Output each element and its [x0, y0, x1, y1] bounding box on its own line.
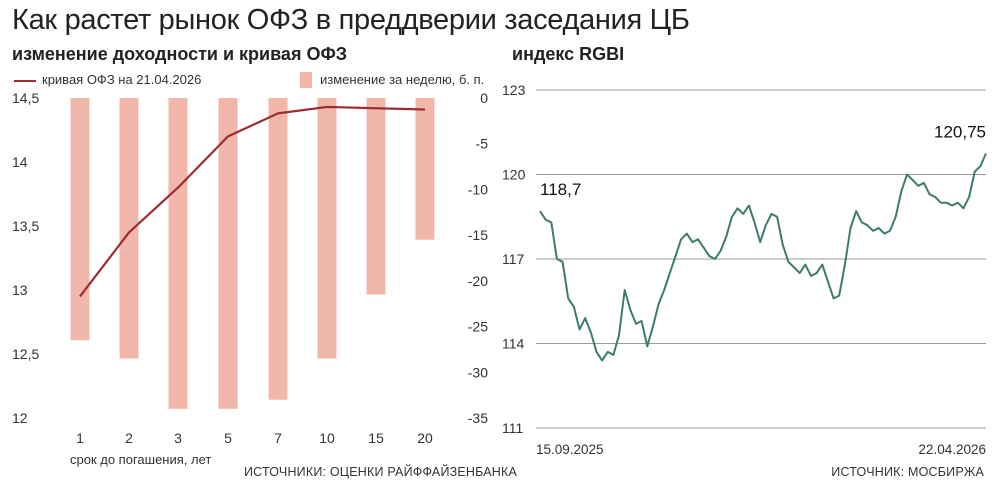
weekly-change-bar	[416, 98, 435, 240]
x-start-label: 15.09.2025	[536, 442, 604, 457]
y-left-tick-label: 12	[12, 410, 28, 426]
y-right-tick-label: -30	[468, 364, 488, 380]
weekly-change-bar	[367, 98, 386, 295]
y-left-tick-label: 13	[12, 282, 28, 298]
y-right-tick-label: -10	[468, 181, 488, 197]
y-tick-label: 114	[502, 336, 525, 352]
weekly-change-bar	[120, 98, 139, 359]
rgbi-chart: 111 114 117 120 123 118,7 120,75 15.09.2025 22.0…	[500, 0, 1000, 486]
y-tick-label: 123	[502, 82, 526, 98]
y-tick-label: 111	[502, 420, 523, 436]
y-right-tick-label: -5	[476, 136, 489, 152]
y-right-tick-label: -15	[468, 227, 488, 243]
y-left-tick-label: 13,5	[12, 218, 39, 234]
y-left-tick-label: 14	[12, 154, 28, 170]
y-right-tick-label: -20	[468, 273, 488, 289]
y-right-tick-label: -25	[468, 319, 488, 335]
x-tick-label: 15	[368, 430, 384, 446]
right-source: ИСТОЧНИК: МОСБИРЖА	[831, 465, 984, 479]
x-axis-title: срок до погашения, лет	[70, 452, 211, 467]
left-source: ИСТОЧНИКИ: ОЦЕНКИ РАЙФФАЙЗЕНБАНКА	[244, 465, 517, 479]
y-tick-label: 120	[502, 167, 526, 183]
weekly-change-bar	[169, 98, 188, 409]
y-left-tick-label: 14,5	[12, 90, 39, 106]
x-end-label: 22.04.2026	[918, 442, 986, 457]
end-value-label: 120,75	[934, 122, 986, 141]
x-tick-label: 1	[76, 430, 84, 446]
y-left-tick-label: 12,5	[12, 346, 39, 362]
rgbi-line	[540, 153, 986, 360]
weekly-change-bar	[269, 98, 288, 400]
weekly-change-bar	[318, 98, 337, 359]
x-tick-label: 20	[417, 430, 433, 446]
x-tick-label: 7	[274, 430, 282, 446]
y-right-tick-label: -35	[468, 410, 488, 426]
x-tick-label: 5	[224, 430, 232, 446]
x-tick-label: 10	[319, 430, 335, 446]
x-tick-label: 2	[125, 430, 133, 446]
x-tick-label: 3	[174, 430, 182, 446]
start-value-label: 118,7	[540, 180, 581, 199]
y-tick-label: 117	[502, 251, 525, 267]
weekly-change-bar	[71, 98, 90, 340]
y-right-tick-label: 0	[480, 90, 488, 106]
